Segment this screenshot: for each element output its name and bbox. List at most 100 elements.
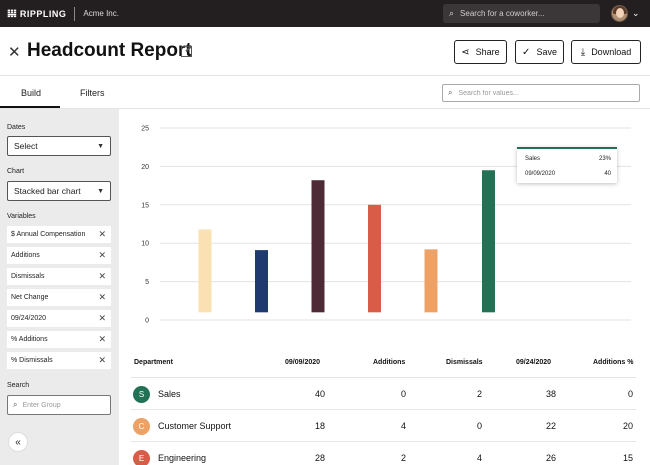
value-search[interactable]: ⌕ [442, 84, 640, 102]
share-button[interactable]: ⋖ Share [454, 40, 507, 64]
search-icon: ⌕ [13, 400, 18, 409]
variable-chip[interactable]: Net Change ✕ [7, 289, 111, 306]
table-row[interactable]: E Engineering 28 2 4 26 15 [131, 442, 636, 465]
chart-bar[interactable] [368, 204, 381, 313]
chart-bar[interactable] [482, 170, 495, 313]
table-cell: 0 [627, 389, 633, 399]
variable-chip-label: % Dismissals [11, 357, 53, 364]
dates-label: Dates [7, 124, 26, 131]
column-header-additions[interactable]: Additions [373, 359, 406, 366]
department-badge: E [133, 450, 150, 465]
remove-icon[interactable]: ✕ [98, 271, 106, 281]
table-cell: 0 [476, 421, 482, 431]
table-cell: 4 [476, 453, 482, 463]
coworker-search-input[interactable] [460, 9, 591, 18]
chart-bar[interactable] [255, 250, 268, 313]
top-navigation-bar: 𝍐 RIPPLING Acme Inc. ⌕ ⌄ [0, 0, 650, 27]
user-avatar[interactable] [611, 5, 628, 22]
chart-bar[interactable] [311, 180, 325, 313]
chart-bar[interactable] [198, 229, 212, 313]
y-tick-label: 15 [141, 202, 149, 209]
variable-chip-label: Dismissals [11, 273, 45, 280]
variable-chip[interactable]: % Additions ✕ [7, 331, 111, 348]
divider [74, 6, 76, 21]
remove-icon[interactable]: ✕ [98, 313, 106, 323]
variable-chip[interactable]: $ Annual Compensation ✕ [7, 226, 111, 243]
variable-chip-label: Additions [11, 252, 40, 259]
search-label: Search [7, 382, 30, 389]
variable-chip[interactable]: 09/24/2020 ✕ [7, 310, 111, 327]
department-badge: C [133, 418, 150, 435]
download-label: Download [591, 47, 632, 57]
column-header-additions-percent[interactable]: Additions % [593, 359, 634, 366]
remove-icon[interactable]: ✕ [98, 229, 106, 239]
table-cell: 0 [400, 389, 406, 399]
edit-icon[interactable] [181, 46, 192, 57]
column-header-dismissals[interactable]: Dismissals [446, 359, 483, 366]
table-cell: 38 [545, 389, 556, 399]
save-label: Save [536, 47, 557, 57]
column-header-end-date[interactable]: 09/24/2020 [516, 359, 552, 366]
department-badge: S [133, 386, 150, 403]
rippling-logo-icon: 𝍐 [7, 8, 17, 20]
value-search-input[interactable] [458, 89, 629, 97]
table-cell: 4 [400, 421, 406, 431]
table-cell: 18 [314, 421, 325, 431]
chart-label: Chart [7, 168, 25, 175]
search-icon: ⌕ [449, 8, 455, 18]
column-header-department[interactable]: Department [134, 359, 173, 366]
remove-icon[interactable]: ✕ [98, 355, 106, 365]
variable-chip-label: % Additions [11, 336, 48, 343]
chart-bar[interactable] [424, 249, 438, 313]
rippling-logo[interactable]: 𝍐 RIPPLING [7, 7, 66, 20]
variable-chip[interactable]: Additions ✕ [7, 247, 111, 264]
table-row[interactable]: C Customer Support 18 4 0 22 20 [131, 410, 636, 442]
remove-icon[interactable]: ✕ [98, 292, 106, 302]
chevron-down-icon: ▼ [97, 142, 104, 150]
remove-icon[interactable]: ✕ [98, 250, 106, 260]
variable-chip[interactable]: Dismissals ✕ [7, 268, 111, 285]
brand-name: RIPPLING [19, 8, 67, 19]
active-tab-indicator [0, 106, 60, 108]
department-name: Sales [158, 389, 181, 399]
variable-chip-label: $ Annual Compensation [11, 231, 86, 238]
table-cell: 15 [622, 453, 633, 463]
checkmark-icon: ✓ [522, 46, 531, 58]
variables-label: Variables [7, 213, 36, 220]
tooltip-label: Sales [525, 156, 541, 162]
table-cell: 20 [622, 421, 633, 431]
divider [131, 377, 636, 378]
chart-type-select[interactable]: Stacked bar chart ▼ [7, 181, 111, 201]
remove-icon[interactable]: ✕ [98, 334, 106, 344]
page-title: Headcount Report [27, 40, 192, 61]
table-cell: 2 [400, 453, 406, 463]
download-button[interactable]: ⤓ Download [571, 40, 641, 64]
table-row[interactable]: S Sales 40 0 2 38 0 [131, 378, 636, 410]
collapse-sidebar-button[interactable]: « [8, 432, 28, 452]
tooltip-percent: 23% [598, 156, 611, 162]
table-cell: 2 [476, 389, 482, 399]
dates-select[interactable]: Select ▼ [7, 136, 111, 156]
chevron-down-icon[interactable]: ⌄ [632, 8, 640, 18]
close-icon[interactable]: ✕ [8, 44, 21, 61]
headcount-bar-chart: 0 5 10 15 20 25 [141, 126, 631, 325]
column-header-start-date[interactable]: 09/09/2020 [285, 359, 321, 366]
variable-chip-label: 09/24/2020 [11, 315, 47, 322]
y-tick-label: 25 [141, 126, 149, 133]
chevron-down-icon: ▼ [97, 187, 104, 195]
y-tick-label: 20 [141, 164, 149, 171]
tab-build[interactable]: Build [21, 88, 42, 98]
variable-chip[interactable]: % Dismissals ✕ [7, 352, 111, 369]
coworker-search[interactable]: ⌕ [443, 4, 600, 23]
chart-type-value: Stacked bar chart [14, 186, 81, 196]
tab-filters[interactable]: Filters [80, 88, 105, 98]
table-cell: 26 [545, 453, 556, 463]
chart-tooltip: Sales 23% 09/09/2020 40 [517, 147, 617, 183]
dates-select-value: Select [14, 141, 38, 151]
save-button[interactable]: ✓ Save [515, 40, 564, 64]
group-search-input[interactable] [22, 401, 103, 409]
group-search[interactable]: ⌕ [7, 395, 111, 415]
variable-chip-label: Net Change [11, 294, 49, 301]
company-name[interactable]: Acme Inc. [83, 9, 119, 18]
tooltip-value: 40 [604, 171, 611, 177]
